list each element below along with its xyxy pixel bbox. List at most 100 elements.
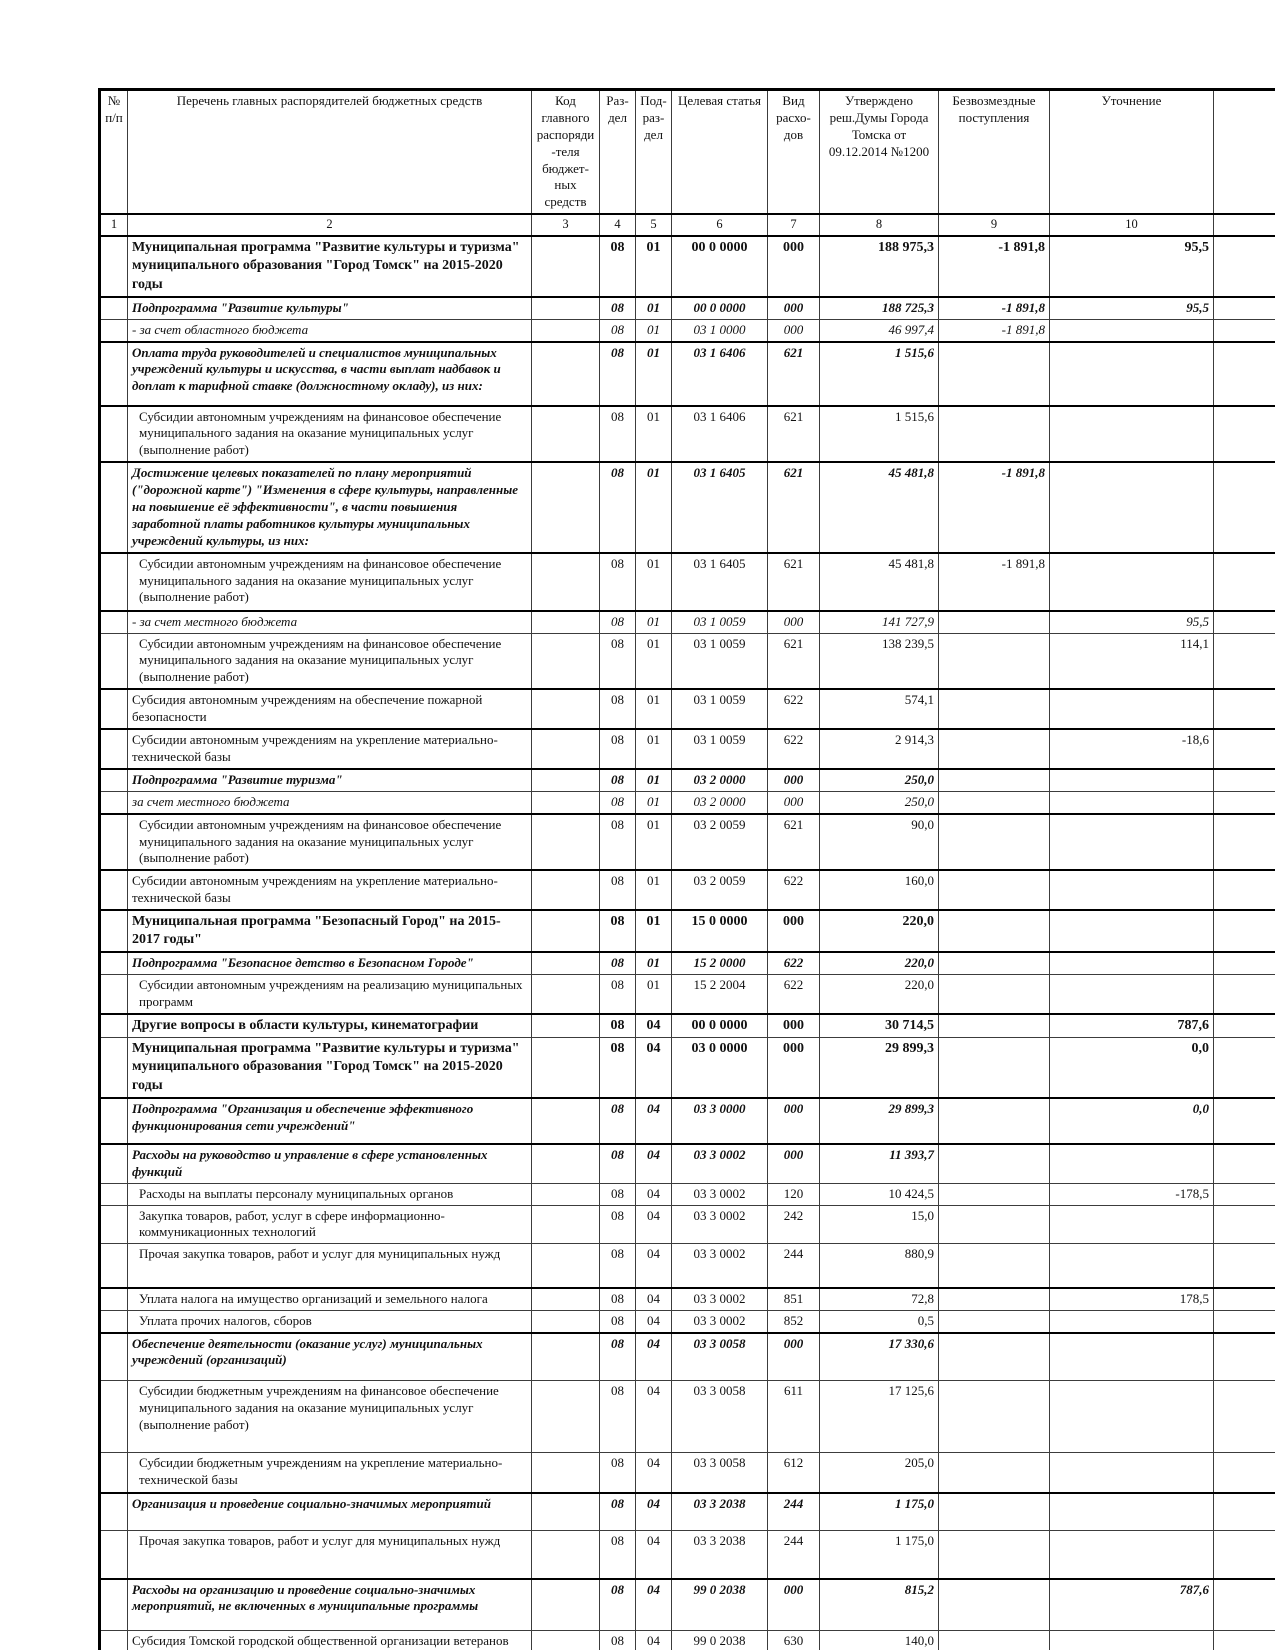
cell-code [531, 1286, 600, 1311]
cell-num [99, 974, 128, 1015]
cell-name: Оплата труда руководителей и специалисто… [127, 340, 532, 407]
cell-extra [1213, 1013, 1275, 1039]
column-index-row: 1 2 3 4 5 6 7 8 9 10 [99, 213, 1275, 238]
cell-num [99, 235, 128, 298]
col-header-extra [1213, 89, 1275, 216]
col-index-9: 9 [938, 213, 1050, 238]
cell-name: Прочая закупка товаров, работ и услуг дл… [127, 1243, 532, 1289]
cell-razdel: 08 [599, 1577, 636, 1632]
cell-clarification: 95,5 [1049, 295, 1214, 320]
cell-podrazdel: 04 [635, 1491, 672, 1532]
cell-gratuitous-receipts [938, 790, 1050, 815]
cell-target-article: 03 2 0059 [671, 812, 768, 871]
table-row: Прочая закупка товаров, работ и услуг дл… [99, 1530, 1275, 1580]
table-row: Расходы на выплаты персоналу муниципальн… [99, 1182, 1275, 1206]
cell-razdel: 08 [599, 1182, 636, 1206]
cell-gratuitous-receipts [938, 1142, 1050, 1184]
cell-podrazdel: 01 [635, 974, 672, 1015]
cell-name: Расходы на выплаты персоналу муниципальн… [127, 1182, 532, 1206]
cell-podrazdel: 04 [635, 1452, 672, 1494]
cell-name: Подпрограмма "Развитие туризма" [127, 767, 532, 792]
cell-clarification [1049, 767, 1214, 792]
col-index-8: 8 [819, 213, 939, 238]
cell-gratuitous-receipts [938, 1530, 1050, 1580]
table-row: Субсидии бюджетным учреждениям на финанс… [99, 1380, 1275, 1454]
cell-razdel: 08 [599, 790, 636, 815]
cell-approved-amount: 138 239,5 [819, 632, 939, 690]
cell-expense-type: 120 [767, 1182, 820, 1206]
cell-target-article: 03 1 6406 [671, 404, 768, 463]
cell-extra [1213, 1204, 1275, 1245]
cell-name: Субсидии автономным учреждениям на укреп… [127, 869, 532, 911]
cell-clarification: 0,0 [1049, 1096, 1214, 1145]
cell-num [99, 1142, 128, 1184]
cell-podrazdel: 04 [635, 1530, 672, 1580]
cell-gratuitous-receipts [938, 869, 1050, 911]
table-row: Субсидии автономным учреждениям на финан… [99, 632, 1275, 690]
cell-clarification: 95,5 [1049, 609, 1214, 634]
table-row: Подпрограмма "Безопасное детство в Безоп… [99, 951, 1275, 976]
cell-num [99, 728, 128, 770]
cell-podrazdel: 01 [635, 869, 672, 911]
cell-name: Субсидия Томской городской общественной … [127, 1630, 532, 1650]
cell-razdel: 08 [599, 1630, 636, 1650]
cell-approved-amount: 30 714,5 [819, 1013, 939, 1039]
table-row: Прочая закупка товаров, работ и услуг дл… [99, 1243, 1275, 1289]
cell-approved-amount: 188 725,3 [819, 295, 939, 320]
cell-target-article: 03 3 0000 [671, 1096, 768, 1145]
cell-code [531, 1142, 600, 1184]
cell-clarification [1049, 1243, 1214, 1289]
table-row: Закупка товаров, работ, услуг в сфере ин… [99, 1204, 1275, 1245]
cell-razdel: 08 [599, 767, 636, 792]
cell-target-article: 00 0 0000 [671, 235, 768, 298]
cell-extra [1213, 551, 1275, 612]
cell-razdel: 08 [599, 728, 636, 770]
cell-name: Муниципальная программа "Безопасный Горо… [127, 909, 532, 953]
table-row: - за счет областного бюджета 08 01 03 1 000… [99, 318, 1275, 343]
cell-target-article: 15 2 0000 [671, 951, 768, 976]
cell-extra [1213, 1530, 1275, 1580]
cell-code [531, 688, 600, 730]
cell-target-article: 03 3 0002 [671, 1243, 768, 1289]
cell-razdel: 08 [599, 1331, 636, 1382]
cell-gratuitous-receipts: -1 891,8 [938, 461, 1050, 554]
cell-extra [1213, 1380, 1275, 1454]
cell-code [531, 404, 600, 463]
table-row: Субсидии автономным учреждениям на финан… [99, 812, 1275, 871]
cell-num [99, 767, 128, 792]
cell-approved-amount: 815,2 [819, 1577, 939, 1632]
cell-name: Подпрограмма "Безопасное детство в Безоп… [127, 951, 532, 976]
cell-razdel: 08 [599, 1309, 636, 1334]
cell-target-article: 00 0 0000 [671, 1013, 768, 1039]
cell-name: - за счет местного бюджета [127, 609, 532, 634]
table-row: Расходы на руководство и управление в сф… [99, 1142, 1275, 1184]
cell-num [99, 340, 128, 407]
cell-code [531, 1530, 600, 1580]
cell-num [99, 1204, 128, 1245]
col-index-3: 3 [531, 213, 600, 238]
col-index-7: 7 [767, 213, 820, 238]
cell-num [99, 1630, 128, 1650]
cell-podrazdel: 04 [635, 1380, 672, 1454]
cell-num [99, 404, 128, 463]
cell-podrazdel: 01 [635, 767, 672, 792]
cell-gratuitous-receipts [938, 951, 1050, 976]
cell-name: Субсидии автономным учреждениям на финан… [127, 404, 532, 463]
cell-podrazdel: 01 [635, 951, 672, 976]
cell-extra [1213, 609, 1275, 634]
cell-podrazdel: 04 [635, 1309, 672, 1334]
cell-clarification [1049, 688, 1214, 730]
cell-extra [1213, 1142, 1275, 1184]
cell-code [531, 974, 600, 1015]
table-row: Субсидия Томской городской общественной … [99, 1630, 1275, 1650]
cell-expense-type: 244 [767, 1530, 820, 1580]
cell-code [531, 1309, 600, 1334]
cell-name: Расходы на организацию и проведение соци… [127, 1577, 532, 1632]
col-header-vid: Вид расхо-дов [767, 89, 820, 216]
cell-clarification [1049, 1309, 1214, 1334]
cell-razdel: 08 [599, 235, 636, 298]
cell-code [531, 728, 600, 770]
cell-gratuitous-receipts: -1 891,8 [938, 318, 1050, 343]
cell-approved-amount: 17 125,6 [819, 1380, 939, 1454]
